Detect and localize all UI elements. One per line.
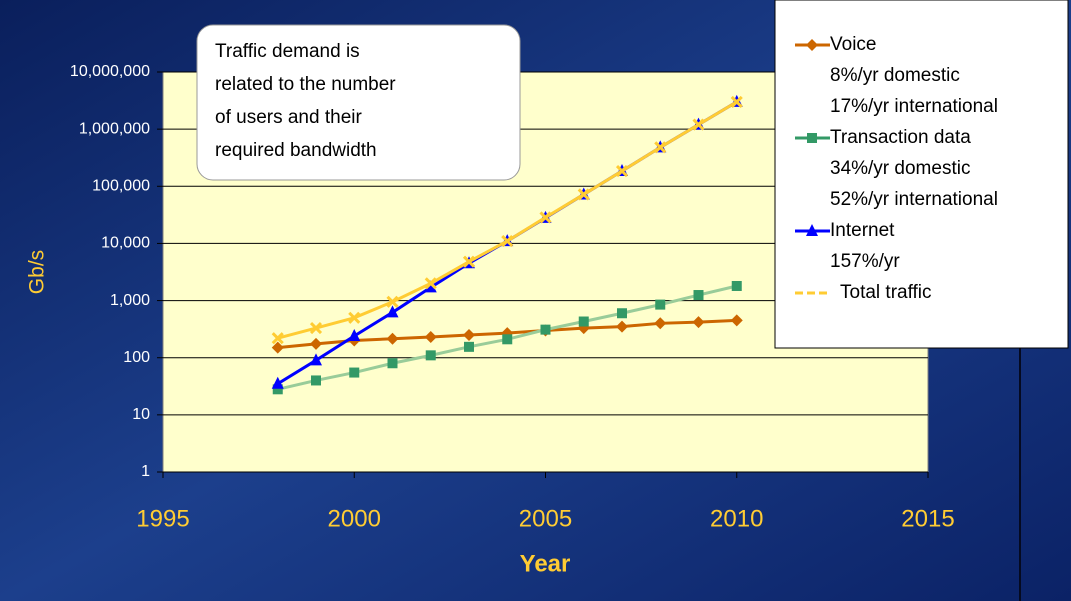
legend-label: Total traffic bbox=[840, 282, 932, 303]
y-tick-label: 1,000 bbox=[110, 292, 150, 309]
marker bbox=[692, 316, 705, 329]
y-tick-label: 100,000 bbox=[92, 178, 150, 195]
marker bbox=[540, 324, 551, 335]
y-tick-label: 10,000,000 bbox=[70, 63, 150, 80]
marker bbox=[730, 314, 743, 327]
marker bbox=[349, 367, 360, 378]
marker bbox=[309, 322, 323, 335]
y-tick-label: 10 bbox=[132, 406, 150, 423]
marker bbox=[272, 384, 283, 395]
annotation-text: Traffic demand is bbox=[215, 41, 360, 62]
marker bbox=[271, 332, 284, 345]
marker bbox=[578, 316, 589, 327]
legend bbox=[774, 0, 1069, 349]
marker bbox=[464, 341, 474, 352]
annotation-text: required bandwidth bbox=[215, 140, 377, 161]
legend-note: 52%/yr international bbox=[830, 189, 998, 210]
x-tick-label: 2000 bbox=[328, 505, 381, 532]
y-tick-label: 1,000,000 bbox=[79, 120, 150, 137]
x-tick-label: 2015 bbox=[901, 505, 954, 532]
marker bbox=[502, 334, 513, 345]
marker bbox=[348, 328, 361, 341]
marker bbox=[311, 375, 321, 386]
marker bbox=[693, 290, 704, 301]
marker bbox=[463, 328, 475, 341]
x-tick-label: 2005 bbox=[519, 505, 572, 532]
marker bbox=[424, 277, 437, 290]
marker bbox=[462, 255, 476, 268]
marker bbox=[654, 141, 667, 154]
marker bbox=[271, 341, 284, 354]
marker bbox=[577, 188, 590, 201]
marker bbox=[271, 376, 284, 389]
marker bbox=[654, 317, 667, 330]
marker bbox=[424, 280, 437, 293]
legend-note: 8%/yr domestic bbox=[830, 65, 960, 86]
y-axis-label: Gb/s bbox=[26, 250, 49, 294]
marker bbox=[501, 235, 514, 248]
marker bbox=[386, 305, 399, 318]
marker bbox=[730, 95, 743, 108]
marker bbox=[387, 358, 398, 369]
legend-note: 157%/yr bbox=[830, 251, 900, 272]
marker bbox=[386, 295, 399, 308]
y-tick-label: 1 bbox=[141, 463, 150, 480]
marker bbox=[806, 39, 818, 51]
marker bbox=[616, 320, 628, 333]
y-tick-label: 100 bbox=[123, 349, 150, 366]
series bbox=[272, 280, 742, 395]
legend-label: Voice bbox=[830, 34, 876, 55]
marker bbox=[807, 133, 817, 143]
marker bbox=[539, 211, 552, 224]
annotation-text: related to the number bbox=[215, 74, 396, 95]
marker bbox=[310, 353, 322, 366]
x-tick-label: 2010 bbox=[710, 505, 763, 532]
marker bbox=[348, 311, 361, 324]
marker bbox=[615, 164, 629, 178]
series bbox=[271, 95, 743, 345]
x-tick-label: 1995 bbox=[136, 505, 189, 532]
marker bbox=[731, 280, 742, 291]
marker bbox=[310, 337, 322, 350]
annotation-text: of users and their bbox=[215, 107, 362, 128]
annotation-box bbox=[196, 24, 521, 181]
marker bbox=[655, 299, 666, 310]
legend-label: Transaction data bbox=[830, 127, 971, 148]
marker bbox=[806, 224, 818, 236]
marker bbox=[692, 118, 705, 131]
x-axis-label: Year bbox=[520, 550, 571, 577]
legend-label: Internet bbox=[830, 220, 895, 241]
marker bbox=[425, 350, 436, 361]
legend-note: 34%/yr domestic bbox=[830, 158, 970, 179]
legend-note: 17%/yr international bbox=[830, 96, 998, 117]
y-tick-label: 10,000 bbox=[101, 235, 150, 252]
marker bbox=[424, 331, 437, 344]
marker bbox=[617, 308, 627, 319]
marker bbox=[386, 332, 399, 345]
